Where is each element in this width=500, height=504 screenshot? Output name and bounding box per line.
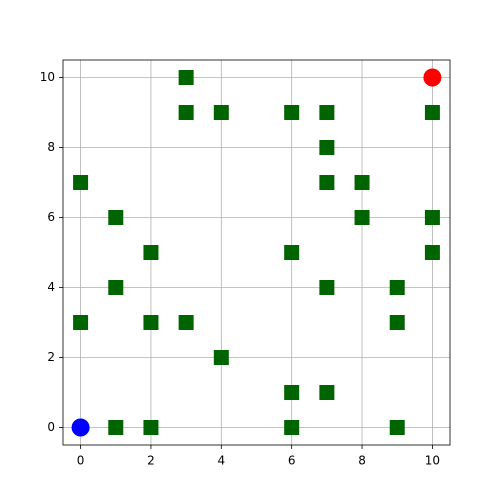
x-tick-label: 6 — [288, 454, 296, 468]
obstacle-marker — [108, 420, 124, 435]
x-tick-label: 2 — [147, 454, 155, 468]
obstacle-marker — [389, 315, 405, 330]
obstacle-marker — [424, 210, 440, 225]
y-tick-label: 4 — [47, 280, 55, 294]
obstacle-marker — [389, 280, 405, 295]
obstacle-marker — [73, 175, 89, 190]
obstacle-marker — [284, 105, 300, 120]
y-tick-label: 8 — [47, 140, 55, 154]
obstacle-marker — [284, 385, 300, 400]
obstacle-marker — [284, 245, 300, 260]
obstacle-marker — [213, 350, 229, 365]
y-tick-label: 10 — [40, 70, 55, 84]
obstacle-marker — [319, 385, 335, 400]
point-marker — [71, 418, 90, 437]
obstacle-marker — [143, 245, 159, 260]
y-tick-label: 0 — [47, 420, 55, 434]
obstacle-marker — [108, 210, 124, 225]
x-tick-label: 0 — [77, 454, 85, 468]
x-tick-label: 8 — [358, 454, 366, 468]
obstacle-marker — [354, 210, 370, 225]
obstacle-marker — [284, 420, 300, 435]
obstacle-marker — [143, 420, 159, 435]
obstacle-marker — [213, 105, 229, 120]
obstacle-marker — [178, 315, 194, 330]
y-tick-label: 2 — [47, 350, 55, 364]
obstacle-marker — [354, 175, 370, 190]
obstacle-marker — [319, 280, 335, 295]
point-marker — [423, 68, 442, 87]
obstacle-marker — [319, 175, 335, 190]
plot-frame — [62, 59, 451, 446]
obstacle-marker — [424, 245, 440, 260]
y-tick-label: 6 — [47, 210, 55, 224]
obstacle-marker — [108, 280, 124, 295]
obstacle-marker — [424, 105, 440, 120]
obstacle-marker — [319, 105, 335, 120]
obstacle-marker — [389, 420, 405, 435]
obstacle-marker — [143, 315, 159, 330]
obstacle-marker — [73, 315, 89, 330]
x-tick-label: 4 — [217, 454, 225, 468]
x-tick-label: 10 — [425, 454, 440, 468]
obstacle-marker — [319, 140, 335, 155]
obstacle-marker — [178, 105, 194, 120]
obstacle-marker — [178, 70, 194, 85]
